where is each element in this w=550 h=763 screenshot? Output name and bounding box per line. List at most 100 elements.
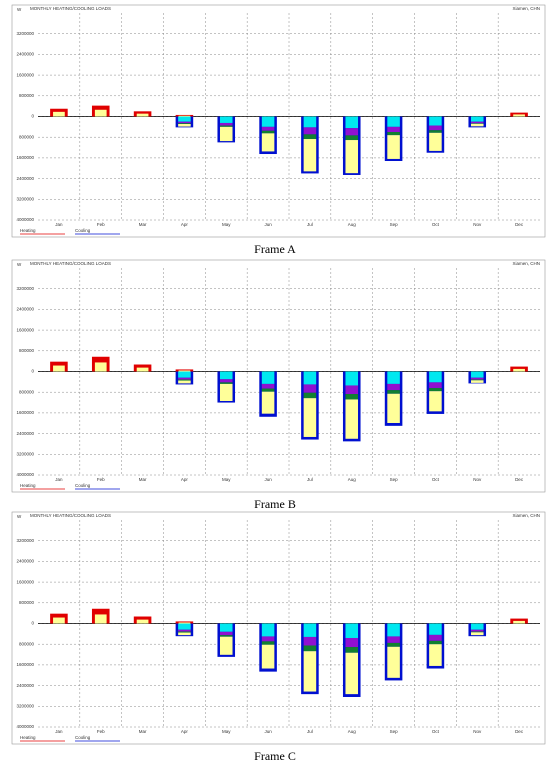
cooling-component [303,139,317,172]
cooling-component [470,116,484,122]
cooling-component [387,132,400,136]
cooling-component [303,134,317,140]
cooling-component [261,388,275,392]
cooling-component [345,399,359,439]
x-tick-label: Oct [432,477,440,482]
chart-title: MONTHLY HEATING/COOLING LOADS [30,513,111,518]
y-tick-label: 0 [31,621,34,626]
x-tick-label: Mar [139,477,147,482]
y-tick-label: 1600000 [16,662,34,667]
cooling-component [261,116,275,127]
cooling-component [219,371,233,380]
cooling-component [303,398,317,437]
x-tick-label: Jul [307,729,313,734]
cooling-component [429,382,442,389]
cooling-component [429,634,442,641]
cooling-component [303,371,317,385]
cooling-component [387,371,400,384]
cooling-component [261,371,275,384]
cooling-component [219,636,233,655]
cooling-component [178,379,191,381]
cooling-component [345,623,359,638]
y-tick-label: 1600000 [16,410,34,415]
cooling-component [345,385,359,395]
cooling-component [303,127,317,135]
x-tick-label: May [222,477,231,482]
y-tick-label: 3200000 [16,31,34,36]
location: Xiamen, CHN [512,513,540,518]
cooling-component [178,623,191,630]
chart-title: MONTHLY HEATING/COOLING LOADS [30,6,111,11]
cooling-component [219,379,233,383]
x-tick-label: Jan [55,729,63,734]
y-tick-label: 2400000 [16,431,34,436]
x-tick-label: Mar [139,222,147,227]
cooling-component [345,394,359,400]
heating-component [178,370,191,372]
cooling-component [178,631,191,633]
cooling-component [387,135,400,159]
y-tick-label: 1600000 [16,155,34,160]
legend-label: Heating [20,735,36,740]
x-tick-label: Jan [55,222,63,227]
cooling-component [303,645,317,652]
cooling-component [470,623,484,630]
cooling-component [261,130,275,134]
cooling-component [387,636,400,643]
cooling-component [429,640,442,645]
x-tick-label: Oct [432,729,440,734]
x-tick-label: Nov [473,222,482,227]
cooling-component [470,631,484,633]
heating-component [136,619,149,624]
cooling-component [261,641,275,645]
y-tick-label: 0 [31,114,34,119]
x-tick-label: Nov [473,477,482,482]
x-tick-label: Mar [139,729,147,734]
cooling-component [429,623,442,635]
heating-component [53,111,65,117]
y-tick-label: 3200000 [16,703,34,708]
cooling-component [219,635,233,637]
x-tick-label: Nov [473,729,482,734]
cooling-component [219,116,233,123]
cooling-component [219,631,233,636]
heating-component [53,617,65,624]
x-tick-label: Feb [97,477,105,482]
cooling-component [261,644,275,669]
cooling-component [429,132,442,151]
cooling-component [429,371,442,383]
cooling-component [387,126,400,133]
cooling-component [345,652,359,695]
cooling-component [387,383,400,391]
y-tick-label: 1600000 [16,579,34,584]
y-tick-label: 3200000 [16,451,34,456]
y-tick-label: 3200000 [16,538,34,543]
heating-component [136,367,149,372]
y-axis-label: W [17,262,22,267]
cooling-component [429,116,442,126]
cooling-component [303,623,317,637]
cooling-component [345,637,359,648]
y-tick-label: 2400000 [16,307,34,312]
heating-component [53,365,65,372]
cooling-component [429,125,442,131]
y-tick-label: 2400000 [16,52,34,57]
cooling-component [429,644,442,666]
cooling-component [219,126,233,142]
cooling-component [219,125,233,127]
y-tick-label: 1600000 [16,327,34,332]
frame-caption: Frame A [254,242,296,256]
cooling-component [429,130,442,133]
cooling-component [345,135,359,141]
cooling-component [178,123,191,125]
cooling-component [303,651,317,692]
x-tick-label: Oct [432,222,440,227]
cooling-component [387,623,400,637]
heating-component [513,620,525,624]
cooling-component [303,636,317,646]
cooling-component [470,371,484,378]
heating-component [178,622,191,624]
cooling-component [178,380,191,384]
cooling-component [387,390,400,394]
